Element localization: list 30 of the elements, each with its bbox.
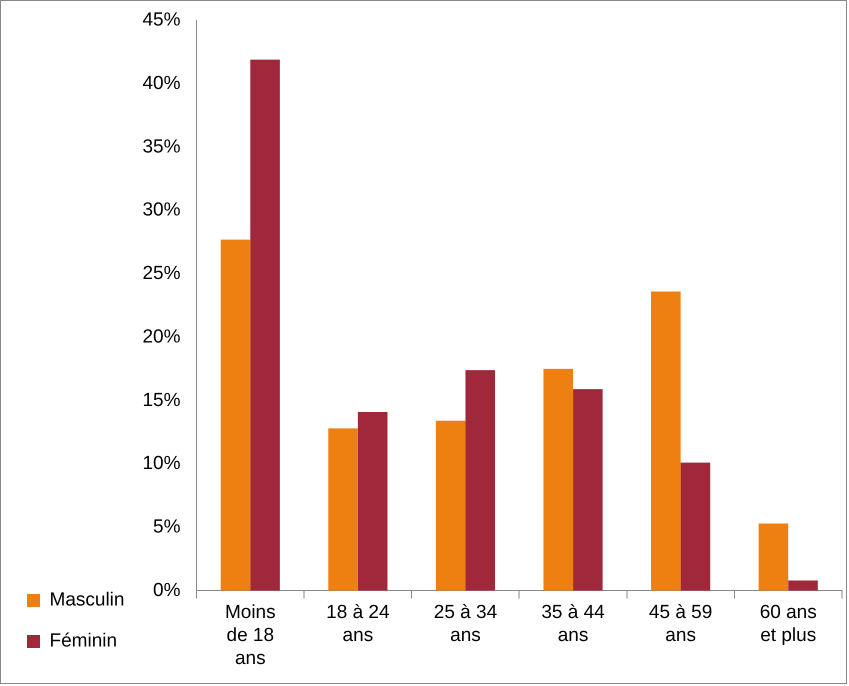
y-tick-label: 35%: [142, 136, 181, 158]
y-tick-label: 15%: [142, 390, 181, 411]
y-tick-label: 20%: [142, 326, 181, 348]
y-tick-label: 10%: [142, 453, 181, 474]
bar: [573, 389, 603, 591]
x-tick-label: 45 à 59 ans: [648, 602, 712, 646]
bar: [328, 428, 358, 591]
y-tick-label: 5%: [153, 516, 181, 538]
x-tick-label: 25 à 34 ans: [434, 602, 498, 646]
x-tick-label: 35 à 44 ans: [541, 602, 606, 646]
legend-label: Masculin: [50, 590, 124, 611]
bar: [465, 370, 496, 591]
bar: [651, 292, 681, 591]
bar: [758, 523, 788, 591]
y-tick-label: 25%: [142, 263, 181, 284]
x-tick-label: Moins de 18 ans: [224, 602, 276, 669]
x-tick-label: 60 ans et plus: [760, 602, 817, 646]
bar: [220, 240, 250, 591]
y-tick-label: 30%: [142, 200, 181, 221]
y-tick-label: 45%: [142, 10, 181, 31]
bar: [543, 368, 574, 591]
bar: [788, 580, 818, 591]
bar: [358, 412, 388, 591]
y-tick-label: 40%: [142, 72, 181, 94]
bar: [250, 60, 280, 591]
bar: [680, 462, 710, 591]
y-tick-label: 0%: [153, 580, 181, 601]
legend-label: Féminin: [50, 630, 118, 652]
x-tick-label: 18 à 24 ans: [326, 602, 390, 646]
bar: [436, 420, 466, 591]
